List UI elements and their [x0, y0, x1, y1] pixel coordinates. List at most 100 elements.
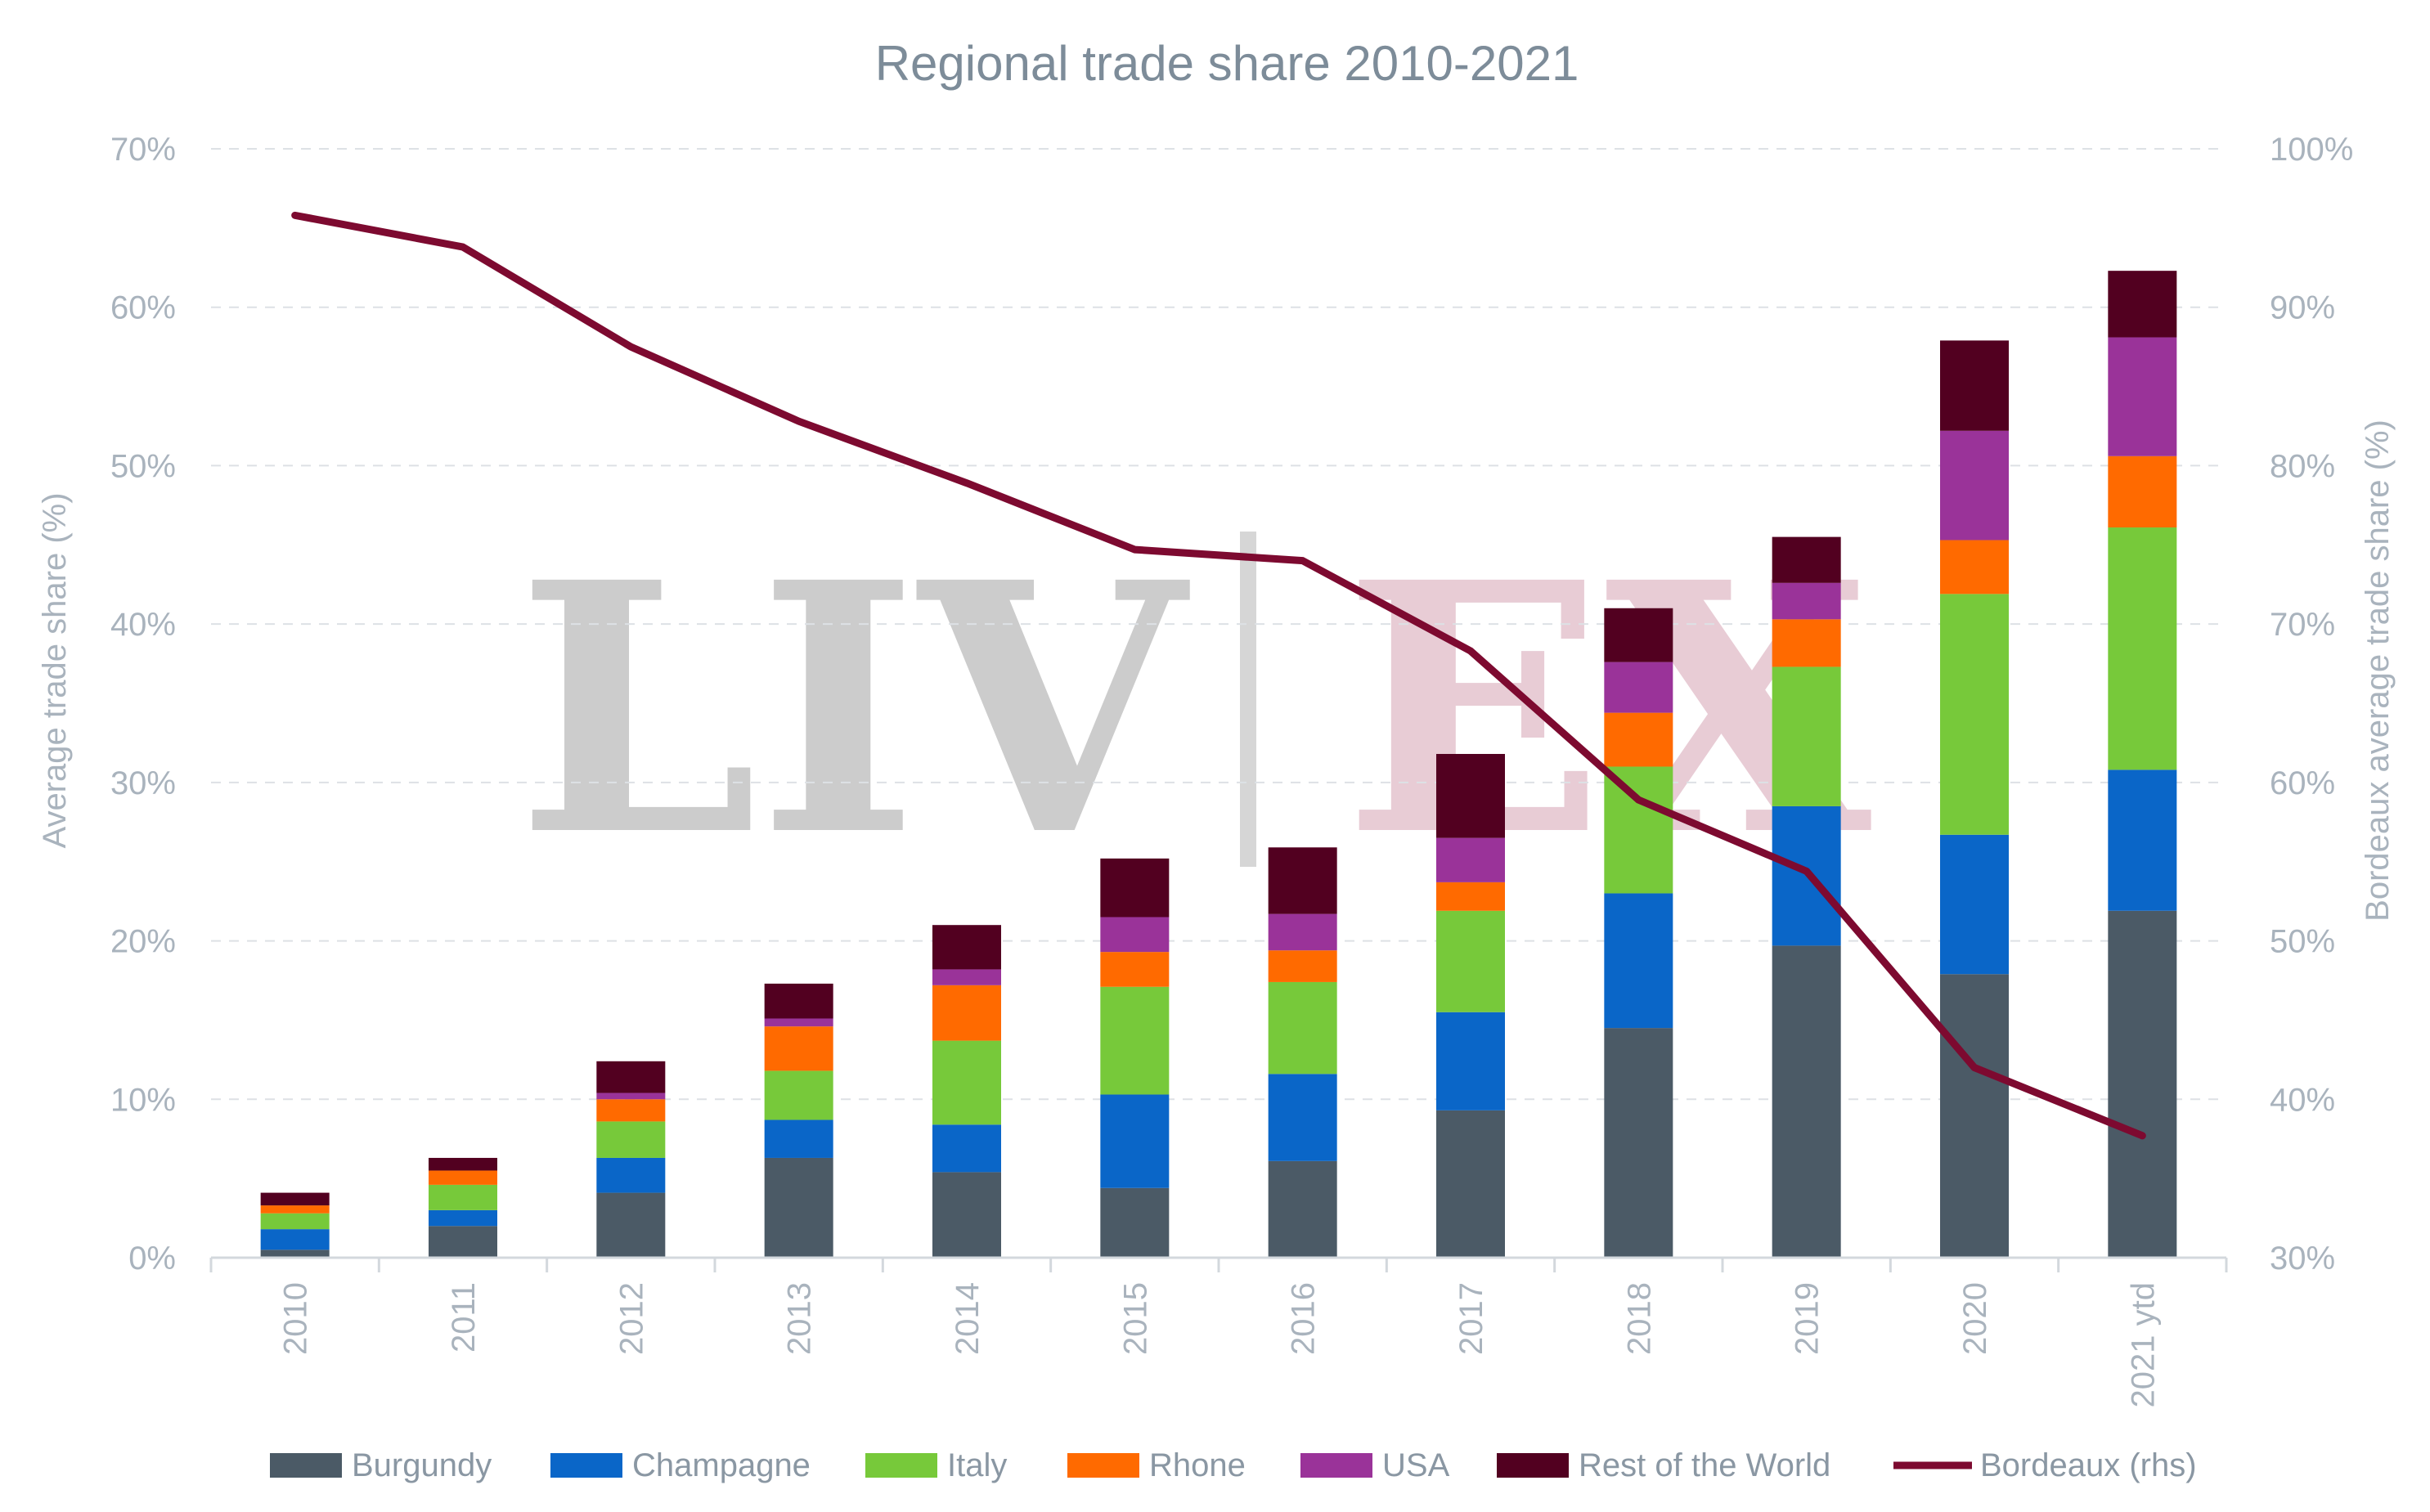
- bar-segment: [1940, 430, 2009, 541]
- y2-axis-label: Bordeaux average trade share (%): [2360, 420, 2396, 922]
- bar-segment: [1100, 858, 1170, 918]
- bar-segment: [1268, 913, 1337, 951]
- bar-segment: [1940, 834, 2009, 975]
- y2-tick-label: 40%: [2270, 1082, 2335, 1118]
- bar-segment: [1604, 662, 1673, 713]
- y2-tick-label: 60%: [2270, 765, 2335, 801]
- bar-segment: [1604, 608, 1673, 662]
- bar-segment: [1268, 1160, 1337, 1258]
- y-tick-label: 10%: [110, 1082, 176, 1118]
- bar-segment: [764, 1119, 833, 1158]
- bar-segment: [1772, 536, 1841, 583]
- bar-segment: [764, 1070, 833, 1120]
- bar-segment: [1604, 766, 1673, 894]
- bar-segment: [1604, 712, 1673, 767]
- legend-swatch: [865, 1453, 937, 1478]
- y-tick-label: 20%: [110, 924, 176, 960]
- bar-segment: [429, 1170, 497, 1185]
- legend-label: Rest of the World: [1579, 1447, 1830, 1483]
- y-tick-label: 0%: [128, 1241, 176, 1276]
- y2-tick-label: 90%: [2270, 290, 2335, 326]
- bar-segment: [1100, 952, 1170, 987]
- bordeaux-line: [291, 211, 2146, 1140]
- bar-segment: [1604, 893, 1673, 1029]
- bar-segment: [2108, 910, 2177, 1258]
- x-tick-label: 2014: [950, 1282, 986, 1355]
- x-tick-label: 2015: [1117, 1282, 1153, 1355]
- bar-segment: [1436, 1012, 1505, 1110]
- bar-segment: [1772, 666, 1841, 806]
- bar-segment: [260, 1213, 330, 1230]
- y2-tick-label: 50%: [2270, 924, 2335, 960]
- bar-segment: [1100, 1187, 1170, 1258]
- y2-tick-label: 100%: [2270, 132, 2353, 168]
- legend-label: Bordeaux (rhs): [1980, 1447, 2197, 1483]
- x-tick-label: 2011: [446, 1282, 482, 1353]
- bar-segment: [1268, 847, 1337, 914]
- bar-segment: [1604, 1028, 1673, 1258]
- bar-segment: [932, 1172, 1001, 1258]
- bar-segment: [1436, 882, 1505, 911]
- stacked-bars: [260, 271, 2177, 1258]
- y2-tick-label: 80%: [2270, 448, 2335, 484]
- bar-segment: [2108, 337, 2177, 456]
- legend-swatch: [1300, 1453, 1372, 1478]
- bar-segment: [1436, 753, 1505, 838]
- gridlines: [211, 148, 2226, 1101]
- bar-segment: [1772, 619, 1841, 667]
- y-tick-label: 40%: [110, 607, 176, 643]
- bar-segment: [260, 1192, 330, 1206]
- watermark-liv: LIV: [516, 509, 1192, 912]
- bar-segment: [2108, 769, 2177, 911]
- legend-swatch: [270, 1453, 342, 1478]
- legend: Burgundy Champagne Italy Rhone USA Rest of th…: [270, 1447, 2197, 1483]
- bar-segment: [596, 1192, 666, 1258]
- x-tick-label: 2021 ytd: [2125, 1282, 2161, 1407]
- bar-segment: [764, 1018, 833, 1027]
- bar-segment: [1436, 1110, 1505, 1258]
- y-tick-label: 60%: [110, 290, 176, 326]
- bar-segment: [260, 1250, 330, 1258]
- bar-segment: [932, 985, 1001, 1041]
- legend-label: Champagne: [632, 1447, 811, 1483]
- bar-segment: [2108, 271, 2177, 338]
- bar-segment: [1436, 837, 1505, 882]
- bar-segment: [2108, 455, 2177, 527]
- legend-swatch: [1067, 1453, 1139, 1478]
- bar-segment: [1268, 1074, 1337, 1161]
- bar-segment: [1772, 945, 1841, 1258]
- x-tick-label: 2018: [1621, 1282, 1657, 1355]
- bar-segment: [596, 1099, 666, 1122]
- bar-segment: [932, 969, 1001, 985]
- x-tick-label: 2012: [613, 1282, 649, 1355]
- bar-segment: [1436, 910, 1505, 1012]
- bar-segment: [429, 1184, 497, 1210]
- bar-segment: [932, 1124, 1001, 1173]
- bar-segment: [596, 1157, 666, 1193]
- bar-segment: [1268, 950, 1337, 982]
- x-tick-label: 2017: [1453, 1282, 1489, 1355]
- bar-segment: [1940, 594, 2009, 835]
- chart-title: Regional trade share 2010-2021: [875, 36, 1579, 91]
- bar-segment: [429, 1209, 497, 1227]
- x-tick-label: 2013: [782, 1282, 818, 1355]
- y-axis-label: Average trade share (%): [37, 492, 73, 848]
- bar-segment: [1940, 340, 2009, 431]
- x-tick-label: 2020: [1957, 1282, 1993, 1355]
- watermark-divider: [1240, 532, 1256, 867]
- bar-segment: [1100, 1094, 1170, 1188]
- bar-segment: [1100, 917, 1170, 953]
- x-tick-label: 2010: [278, 1282, 314, 1355]
- bar-segment: [932, 1040, 1001, 1125]
- bar-segment: [260, 1229, 330, 1250]
- y-tick-label: 30%: [110, 765, 176, 801]
- bar-segment: [764, 1026, 833, 1071]
- legend-label: Rhone: [1149, 1447, 1246, 1483]
- bar-segment: [1100, 986, 1170, 1095]
- axes: 0% 10% 20% 30% 40% 50% 60% 70% 30% 40% 50% 60% 70% 80…: [110, 132, 2353, 1407]
- x-tick-label: 2016: [1286, 1282, 1322, 1355]
- y2-tick-label: 30%: [2270, 1241, 2335, 1276]
- bar-segment: [764, 983, 833, 1019]
- bar-segment: [1772, 582, 1841, 620]
